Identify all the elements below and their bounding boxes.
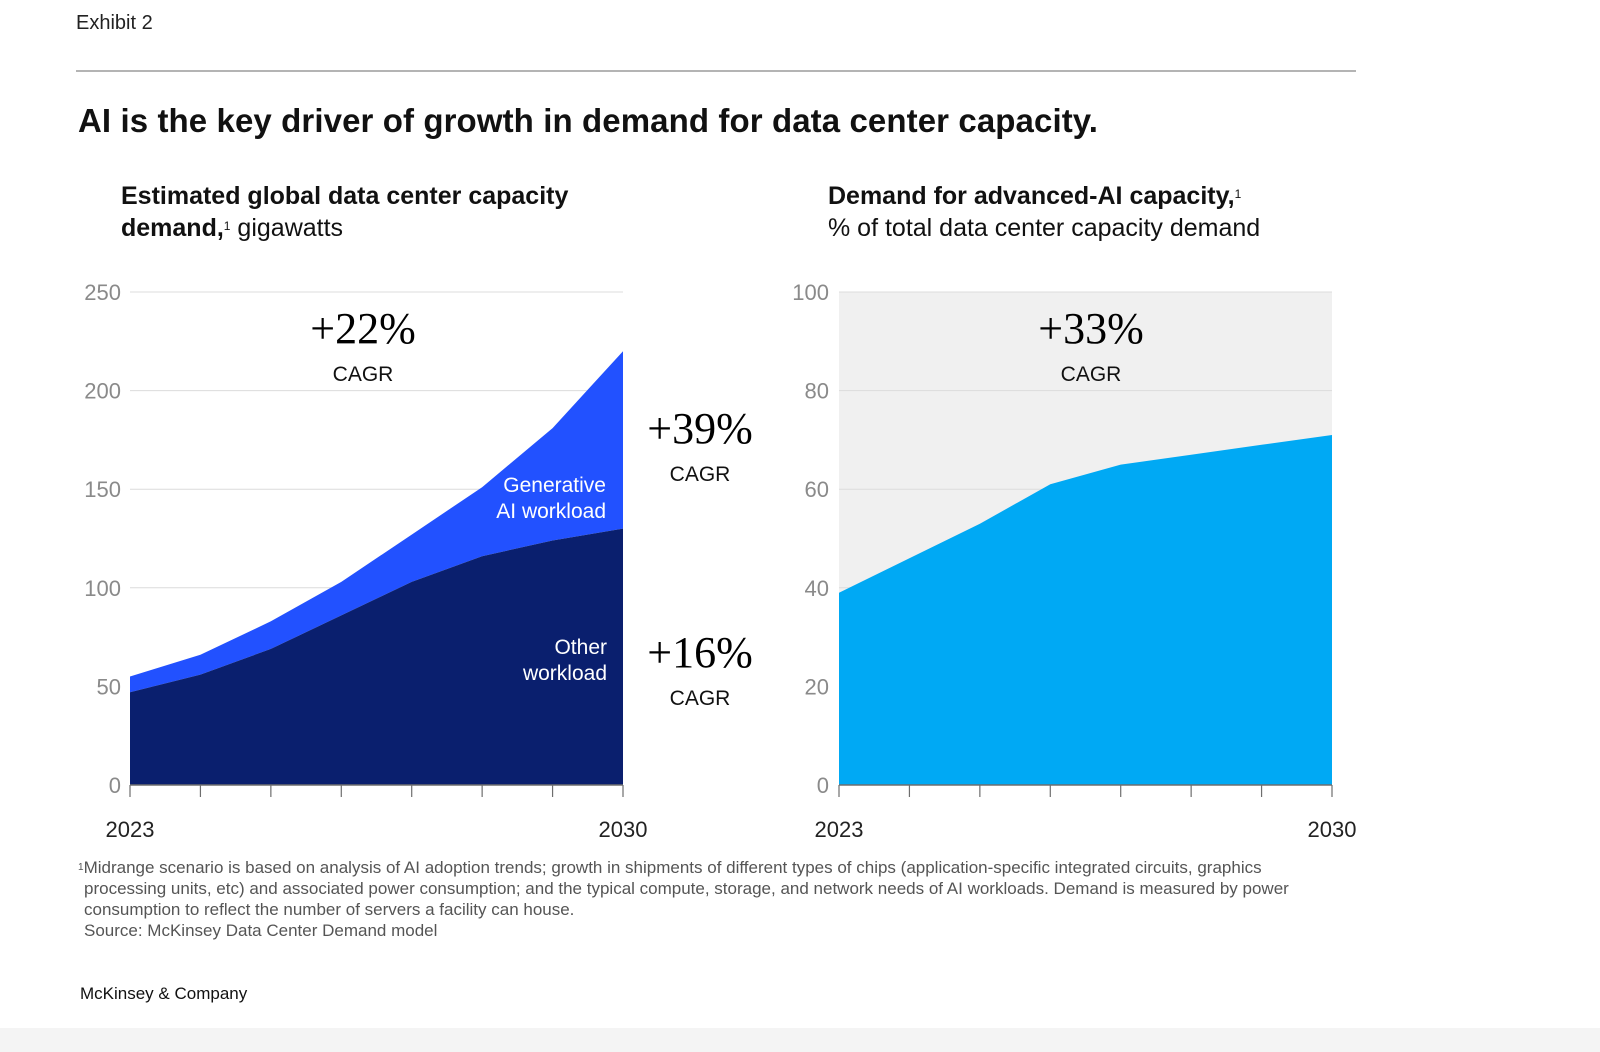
advanced-ai-cagr-label: CAGR: [1061, 363, 1122, 386]
header-divider: [76, 70, 1356, 72]
left-chart-y-tick-label: 0: [109, 773, 121, 798]
left-subtitle-line1: Estimated global data center capacity: [121, 182, 569, 210]
right-chart-y-tick-label: 100: [792, 280, 829, 305]
right-subtitle-footnote-ref: 1: [1234, 187, 1242, 201]
bottom-bar: [0, 1028, 1600, 1052]
footnote-line-2: processing units, etc) and associated po…: [84, 879, 1289, 898]
right-chart-y-tick-label: 60: [805, 477, 829, 502]
right-chart-x-tick-label: 2023: [815, 817, 864, 842]
left-chart-x-tick-label: 2023: [106, 817, 155, 842]
brand-logo-text: McKinsey & Company: [80, 984, 248, 1003]
right-chart-subtitle: Demand for advanced-AI capacity,1 % of t…: [828, 180, 1260, 244]
generative-ai-cagr-value: +39%: [647, 404, 752, 453]
footnote-marker: 1: [78, 862, 84, 873]
left-chart-y-tick-label: 100: [84, 576, 121, 601]
exhibit-label: Exhibit 2: [76, 12, 153, 34]
right-chart-y-tick-label: 0: [817, 773, 829, 798]
left-chart-subtitle: Estimated global data center capacity de…: [121, 180, 568, 244]
right-subtitle-bold: Demand for advanced-AI capacity,: [828, 182, 1235, 210]
footnote-source: Source: McKinsey Data Center Demand mode…: [84, 921, 438, 940]
other-workload-cagr-value: +16%: [647, 628, 752, 677]
advanced-ai-area: [839, 435, 1332, 785]
left-chart-y-tick-label: 150: [84, 477, 121, 502]
generative-ai-label-line1: Generative: [503, 474, 606, 497]
left-subtitle-unit: gigawatts: [230, 214, 344, 242]
generative-ai-area: [130, 351, 623, 693]
other-workload-cagr-label: CAGR: [670, 687, 731, 710]
footnote-line-3: consumption to reflect the number of ser…: [84, 900, 575, 919]
left-subtitle-bold: demand,: [121, 214, 224, 242]
total-cagr-value: +22%: [310, 304, 415, 353]
left-chart-y-tick-label: 200: [84, 379, 121, 404]
generative-ai-cagr-label: CAGR: [670, 463, 731, 486]
left-chart-y-tick-label: 250: [84, 280, 121, 305]
right-chart-y-tick-label: 20: [805, 674, 829, 699]
other-workload-label-line1: Other: [554, 636, 607, 659]
left-chart-y-tick-label: 50: [97, 674, 121, 699]
left-subtitle-footnote-ref: 1: [223, 219, 231, 233]
right-chart-x-tick-label: 2030: [1308, 817, 1357, 842]
footnote: 1Midrange scenario is based on analysis …: [78, 857, 1368, 941]
left-chart-x-tick-label: 2030: [599, 817, 648, 842]
other-workload-label-line2: workload: [522, 662, 607, 685]
advanced-ai-cagr-value: +33%: [1038, 304, 1143, 353]
total-cagr-label: CAGR: [333, 363, 394, 386]
right-chart-y-tick-label: 80: [805, 379, 829, 404]
footnote-line-1: Midrange scenario is based on analysis o…: [83, 858, 1262, 877]
right-subtitle-unit: % of total data center capacity demand: [828, 214, 1261, 242]
generative-ai-label-line2: AI workload: [496, 500, 606, 523]
headline: AI is the key driver of growth in demand…: [78, 102, 1099, 139]
other-workload-area: [130, 528, 623, 785]
right-chart-y-tick-label: 40: [805, 576, 829, 601]
